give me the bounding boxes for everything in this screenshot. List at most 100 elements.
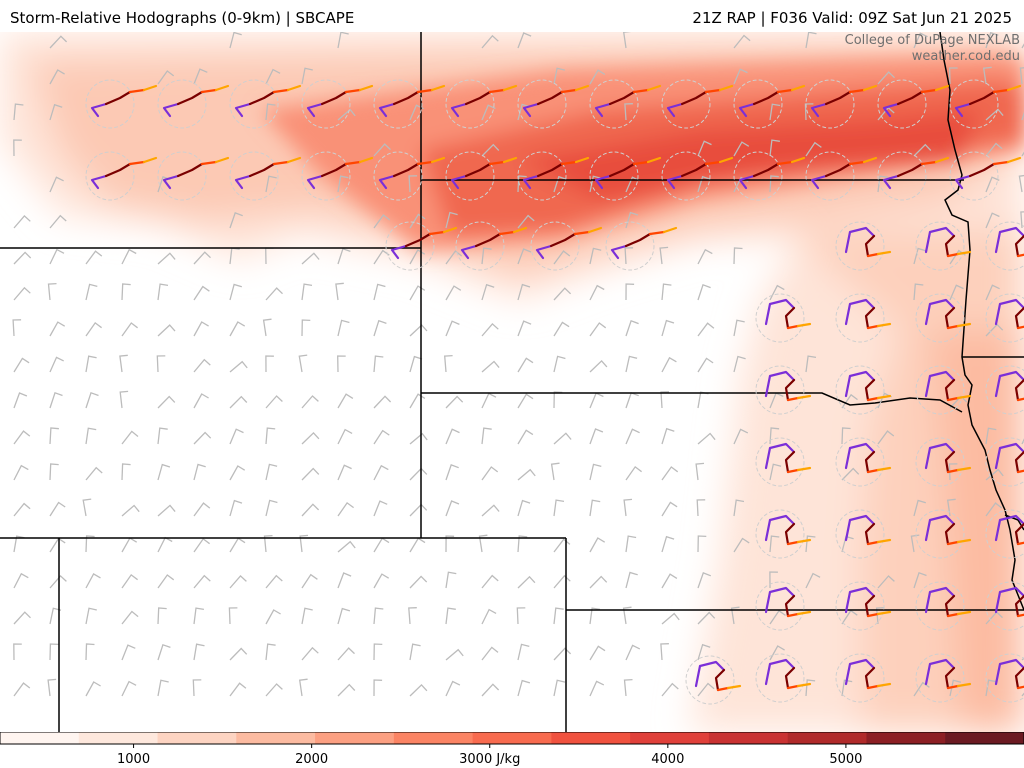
hodograph-segment — [946, 468, 960, 474]
wind-barb — [625, 428, 640, 445]
wind-barb — [193, 431, 212, 445]
wind-barb — [589, 392, 604, 409]
wind-barb — [409, 683, 428, 697]
hodograph-segment — [994, 298, 1024, 326]
hodograph-segment — [992, 160, 1010, 166]
wind-barb — [877, 575, 895, 589]
wind-barb — [913, 283, 924, 301]
wind-barb — [157, 536, 173, 553]
hodograph-segment — [358, 156, 374, 164]
wind-barb — [661, 466, 679, 481]
wind-barb — [517, 214, 535, 229]
hodograph-ring — [835, 581, 885, 631]
wind-barb — [481, 143, 500, 157]
wind-barb — [985, 212, 1000, 229]
hodograph — [985, 437, 1024, 487]
state-borders — [0, 32, 1024, 732]
wind-barb — [121, 283, 131, 301]
wind-barb — [157, 574, 175, 589]
wind-barb — [913, 32, 928, 49]
hodograph-segment — [306, 174, 324, 190]
hodograph — [755, 581, 812, 631]
wind-barb — [625, 211, 639, 229]
hodograph-segment — [924, 442, 956, 470]
hodograph-segment — [344, 160, 362, 166]
wind-barb — [337, 683, 356, 697]
wind-barb — [409, 467, 428, 481]
hodograph-segment — [764, 370, 796, 398]
wind-barb — [517, 468, 536, 481]
hodograph-segment — [738, 174, 756, 190]
wind-barb — [409, 643, 421, 661]
wind-barb — [841, 427, 851, 445]
hodograph-ring — [733, 151, 783, 201]
wind-barb — [13, 214, 31, 229]
hodograph-segment — [924, 514, 956, 542]
hodograph-segment — [956, 682, 972, 688]
hodograph-segment — [944, 522, 956, 546]
hodograph — [915, 581, 972, 631]
hodograph — [385, 221, 458, 271]
wind-barb — [553, 250, 571, 265]
wind-barb — [192, 679, 202, 697]
wind-barb — [695, 462, 705, 481]
wind-barb — [121, 644, 136, 661]
hodograph — [373, 151, 446, 201]
wind-barb — [516, 607, 526, 625]
wind-barb — [697, 572, 712, 589]
hodograph — [733, 79, 806, 129]
hodograph-segment — [416, 160, 434, 166]
hodograph-segment — [610, 244, 628, 260]
hodograph-segment — [994, 370, 1024, 398]
wind-barb — [49, 643, 59, 661]
hodograph-segment — [944, 594, 956, 618]
wind-barb — [445, 464, 459, 481]
hodograph-segment — [796, 610, 812, 616]
wind-barb — [553, 67, 566, 85]
wind-barb — [445, 500, 460, 517]
hodograph-segment — [574, 84, 590, 92]
hodograph-segment — [784, 666, 796, 690]
hodograph-segment — [464, 162, 492, 178]
wind-barb — [481, 427, 492, 445]
hodograph-segment — [272, 160, 290, 166]
hodograph-ring — [835, 293, 885, 343]
wind-barb — [373, 429, 390, 445]
hodograph — [605, 221, 678, 271]
hodograph — [985, 293, 1024, 343]
wind-barb — [262, 318, 272, 337]
wind-barb — [481, 247, 492, 265]
wind-barb — [265, 175, 277, 193]
hodograph-segment — [924, 370, 956, 398]
hodograph — [517, 79, 590, 129]
hodograph-segment — [994, 514, 1024, 542]
wind-barb — [13, 464, 29, 481]
wind-barb — [697, 535, 707, 553]
wind-barb — [229, 428, 244, 445]
hodograph-segment — [666, 102, 684, 118]
credit-url: weather.cod.edu — [911, 49, 1020, 64]
wind-barb — [373, 143, 391, 157]
hodograph-segment — [464, 90, 492, 106]
wind-barb — [157, 607, 167, 625]
wind-barb — [445, 395, 464, 409]
hodograph-segment — [810, 174, 828, 190]
wind-barb — [13, 643, 22, 661]
wind-barb — [121, 537, 138, 553]
wind-barb — [985, 427, 997, 445]
hodograph-ring — [517, 151, 567, 201]
hodograph-segment — [128, 160, 146, 166]
hodograph-segment — [784, 306, 796, 330]
wind-barb — [696, 499, 706, 517]
hodograph-segment — [844, 226, 876, 254]
hodograph-segment — [378, 174, 396, 190]
hodograph-segment — [866, 396, 880, 402]
hodograph-segment — [776, 160, 794, 166]
wind-barb — [301, 395, 319, 409]
hodograph-segment — [248, 162, 276, 178]
hodograph — [877, 79, 950, 129]
wind-barb — [265, 463, 278, 481]
hodograph-segment — [844, 586, 876, 614]
hodograph-segment — [694, 660, 726, 688]
wind-barb — [337, 540, 356, 553]
